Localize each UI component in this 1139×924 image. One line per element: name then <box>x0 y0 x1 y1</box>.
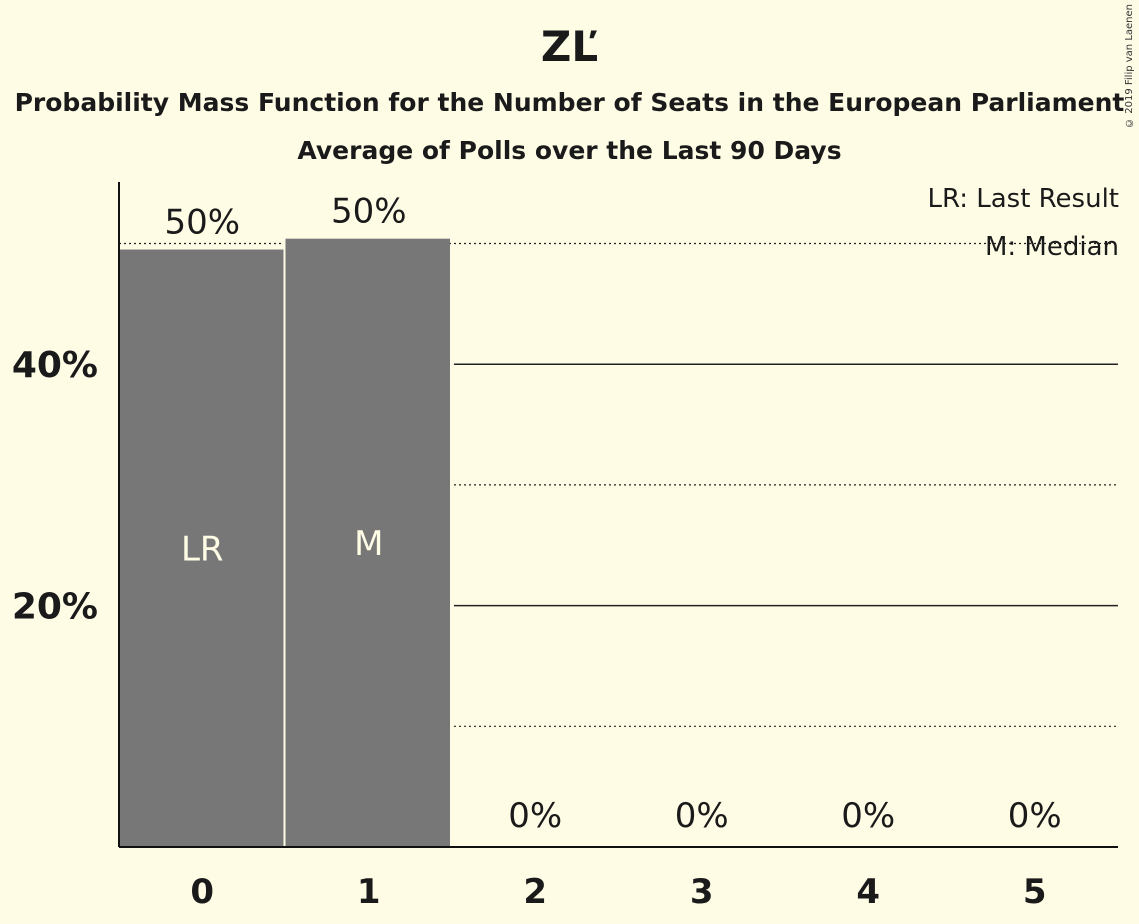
value-label: 50% <box>331 192 407 232</box>
value-label: 0% <box>675 796 729 836</box>
x-tick-label: 3 <box>690 872 714 912</box>
bar-marker-label: M <box>354 524 383 564</box>
bar <box>285 238 450 847</box>
chart-subtitle: Probability Mass Function for the Number… <box>14 88 1125 117</box>
x-tick-label: 0 <box>190 872 214 912</box>
chart-subtitle-period: Average of Polls over the Last 90 Days <box>297 136 842 165</box>
y-tick-label: 20% <box>12 587 98 628</box>
x-tick-label: 2 <box>523 872 547 912</box>
bar-marker-label: LR <box>181 529 224 569</box>
value-label: 0% <box>1008 796 1062 836</box>
value-label: 50% <box>164 203 240 243</box>
legend-median: M: Median <box>984 232 1119 262</box>
y-tick-label: 40% <box>12 345 98 386</box>
value-label: 0% <box>508 796 562 836</box>
legend-last-result: LR: Last Result <box>927 184 1119 214</box>
x-tick-label: 5 <box>1023 872 1047 912</box>
bar <box>119 249 284 847</box>
value-label: 0% <box>841 796 895 836</box>
x-tick-label: 1 <box>357 872 381 912</box>
chart-title: ZĽ <box>540 22 599 71</box>
x-tick-label: 4 <box>856 872 880 912</box>
